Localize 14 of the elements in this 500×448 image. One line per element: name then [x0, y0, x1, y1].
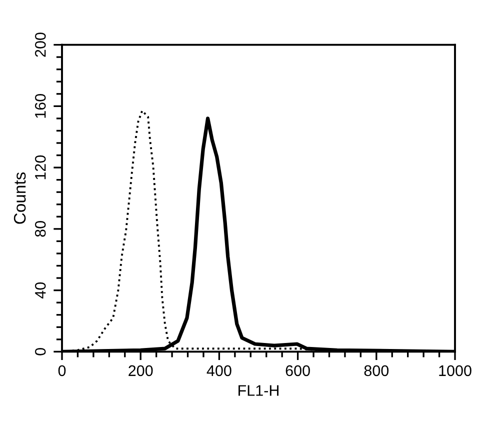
y-tick-label: 0 [34, 348, 46, 356]
y-tick-label: 200 [34, 32, 46, 57]
x-tick-label: 1000 [439, 365, 472, 376]
x-tick-label: 800 [364, 365, 389, 376]
y-tick-label: 40 [34, 282, 46, 298]
x-axis-title: FL1-H [238, 385, 278, 396]
y-axis-title: Counts [14, 172, 26, 224]
y-tick-label: 160 [34, 94, 46, 118]
y-tick-label: 120 [34, 155, 46, 180]
y-tick-label: 80 [34, 221, 46, 237]
x-tick-label: 400 [206, 365, 232, 376]
x-tick-label: 200 [128, 365, 153, 376]
x-tick-label: 600 [286, 365, 310, 376]
x-tick-label: 0 [58, 365, 66, 376]
